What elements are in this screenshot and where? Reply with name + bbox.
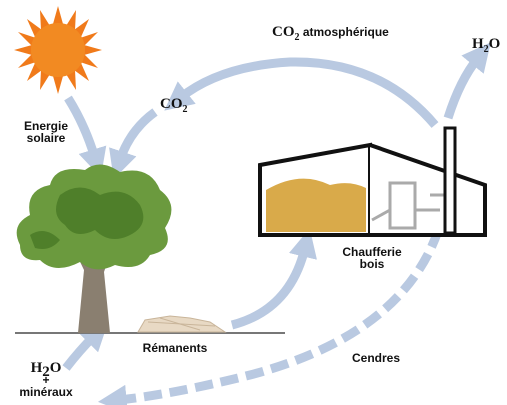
residues-pile	[137, 315, 227, 333]
h2o-minerals-label: H2O + minéraux	[19, 360, 73, 399]
boiler-label: Chaufferie bois	[342, 245, 402, 271]
co2-atmospheric-label: CO2 atmosphérique	[272, 24, 389, 43]
boiler-building	[258, 126, 487, 237]
tree	[16, 164, 172, 333]
co2-label: CO2	[160, 96, 188, 115]
ashes-label: Cendres	[352, 351, 400, 365]
solar-energy-label: Energie solaire	[24, 119, 68, 145]
residues-label: Rémanents	[143, 341, 208, 355]
sun	[14, 6, 102, 94]
h2o-label: H2O	[472, 36, 500, 55]
arrows	[62, 42, 491, 405]
